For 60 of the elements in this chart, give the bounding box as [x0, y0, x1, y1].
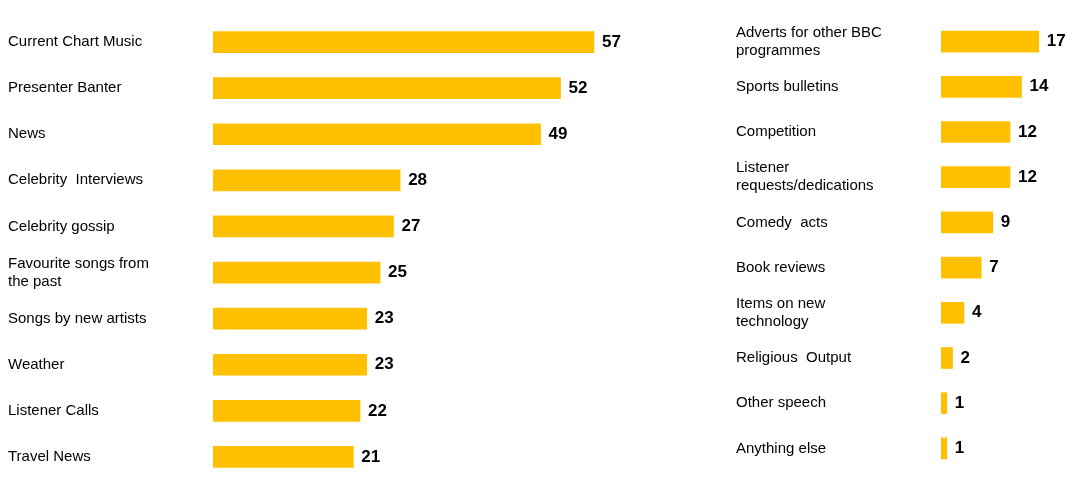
- y-tick-label: Sports bulletins: [736, 76, 839, 94]
- data-label: 49: [548, 123, 568, 143]
- bar: [213, 307, 368, 330]
- data-label: 9: [1000, 212, 1011, 232]
- bar: [941, 211, 994, 234]
- y-tick-label: Current Chart Music: [8, 32, 143, 50]
- data-label: 1: [954, 392, 965, 412]
- y-tick-label: Religious Output: [736, 348, 852, 366]
- y-tick-label: Favourite songs from the past: [8, 253, 149, 289]
- y-tick-label: Other speech: [736, 393, 827, 411]
- bar: [213, 169, 401, 192]
- bar: [941, 256, 982, 279]
- data-label: 12: [1018, 166, 1037, 186]
- y-tick-label: Listener requests/dedications: [736, 158, 874, 194]
- bar: [941, 75, 1022, 98]
- bar: [213, 353, 368, 376]
- data-label: 17: [1046, 31, 1066, 51]
- bar: [213, 123, 541, 146]
- y-tick-label: Weather: [8, 354, 65, 372]
- y-tick-label: Celebrity gossip: [8, 216, 115, 234]
- y-tick-label: Anything else: [736, 438, 827, 456]
- bar: [213, 31, 595, 53]
- y-tick-label: Adverts for other BBC programmes: [736, 22, 883, 58]
- data-label: 7: [989, 257, 999, 277]
- bar: [941, 121, 1011, 143]
- y-tick-label: Listener Calls: [8, 400, 99, 418]
- bar: [213, 77, 561, 99]
- data-label: 28: [408, 170, 428, 190]
- y-tick-label: Book reviews: [736, 257, 826, 275]
- data-label: 23: [374, 308, 394, 328]
- data-label: 1: [954, 438, 965, 458]
- bar: [941, 347, 953, 369]
- bar: [941, 392, 948, 415]
- data-label: 4: [972, 302, 982, 322]
- data-label: 23: [374, 354, 394, 374]
- data-label: 25: [388, 262, 408, 282]
- bar: [213, 400, 361, 422]
- y-tick-label: Songs by new artists: [8, 308, 147, 326]
- data-label: 57: [601, 31, 621, 51]
- data-label: 12: [1018, 121, 1037, 141]
- bar: [941, 166, 1011, 189]
- y-tick-label: Competition: [736, 122, 817, 140]
- data-label: 22: [368, 400, 387, 420]
- y-tick-label: Celebrity Interviews: [8, 170, 144, 188]
- bar: [213, 215, 394, 238]
- bar: [213, 261, 381, 284]
- bar: [941, 30, 1040, 53]
- bar: [941, 301, 965, 324]
- bar: [941, 437, 948, 460]
- y-tick-label: Items on new technology: [736, 293, 826, 329]
- bar: [213, 446, 354, 468]
- y-tick-label: News: [8, 124, 46, 142]
- y-tick-label: Presenter Banter: [8, 78, 122, 96]
- y-tick-label: Travel News: [8, 447, 91, 465]
- data-label: 27: [401, 216, 421, 236]
- y-tick-label: Comedy acts: [736, 212, 828, 230]
- data-label: 21: [361, 446, 381, 466]
- data-label: 14: [1029, 76, 1049, 96]
- data-label: 2: [960, 347, 970, 367]
- data-label: 52: [568, 77, 588, 97]
